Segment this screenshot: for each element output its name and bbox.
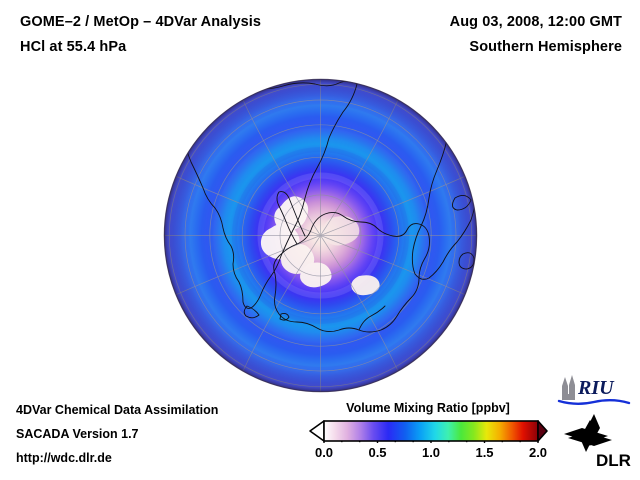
dlr-logo: DLR (560, 412, 632, 470)
orthographic-projection-svg (163, 78, 478, 393)
footer-line-version: SACADA Version 1.7 (16, 427, 139, 441)
colorbar-tick-label: 0.5 (368, 445, 387, 460)
footer-line-method: 4DVar Chemical Data Assimilation (16, 403, 219, 417)
riu-logo-svg: RIU (557, 375, 631, 405)
colorbar-tick-label: 1.0 (421, 445, 441, 460)
footer-line-url[interactable]: http://wdc.dlr.de (16, 451, 112, 465)
dlr-mark-icon (564, 414, 612, 452)
colorbar-tick-label: 0.0 (314, 445, 334, 460)
limb-shading (164, 79, 477, 392)
cathedral-spires-icon (562, 375, 575, 400)
dlr-logo-svg: DLR (564, 414, 631, 470)
valid-time-label: Aug 03, 2008, 12:00 GMT (449, 14, 622, 30)
colorbar (305, 419, 550, 443)
colorbar-title: Volume Mixing Ratio [ppbv] (346, 401, 510, 415)
riu-wordmark: RIU (577, 377, 615, 399)
colorbar-under-arrow (309, 420, 325, 442)
dlr-wordmark: DLR (596, 451, 631, 470)
colorbar-tick-label: 1.5 (475, 445, 494, 460)
colorbar-over-arrow (537, 420, 548, 442)
page-title: GOME–2 / MetOp – 4DVar Analysis (20, 14, 262, 30)
region-label: Southern Hemisphere (469, 39, 622, 55)
colorbar-gradient (323, 420, 539, 442)
globe-outline (163, 78, 478, 393)
page-subtitle: HCl at 55.4 hPa (20, 39, 127, 55)
riu-wave-icon (557, 399, 631, 405)
globe-map (163, 78, 478, 393)
colorbar-tick-labels: 0.0 0.5 1.0 1.5 2.0 (305, 445, 550, 465)
colorbar-tick-label: 2.0 (528, 445, 548, 460)
colorbar-svg (309, 420, 548, 443)
colorbar-ticks (323, 441, 539, 443)
riu-logo: RIU (556, 374, 632, 406)
field-layer (164, 79, 477, 392)
